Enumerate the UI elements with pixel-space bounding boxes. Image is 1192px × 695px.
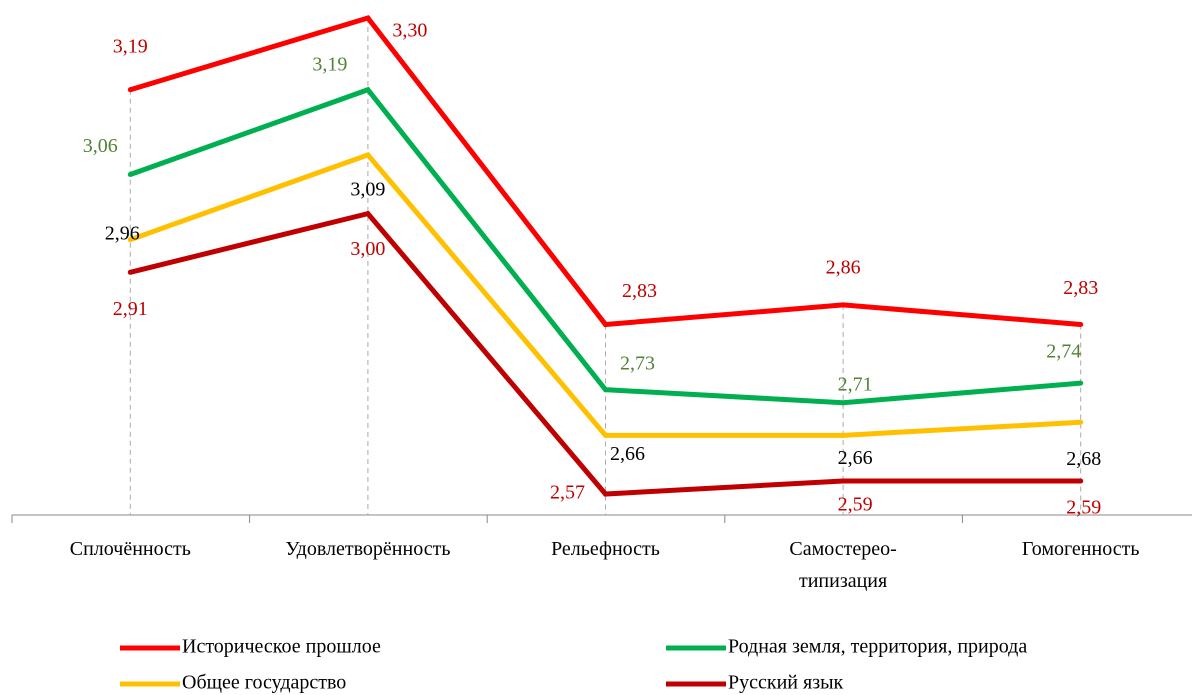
point bbox=[840, 400, 846, 406]
data-label: 2,83 bbox=[622, 280, 657, 302]
point bbox=[365, 152, 371, 158]
data-label: 3,09 bbox=[350, 179, 385, 201]
data-label: 2,73 bbox=[620, 352, 655, 374]
data-label: 2,86 bbox=[826, 256, 861, 278]
point bbox=[1078, 419, 1084, 425]
point bbox=[840, 302, 846, 308]
legend-label: Родная земля, территория, природа bbox=[728, 636, 1027, 658]
data-label: 2,66 bbox=[838, 447, 873, 469]
point bbox=[127, 171, 133, 177]
point bbox=[127, 87, 133, 93]
data-label: 2,57 bbox=[550, 482, 585, 504]
point bbox=[127, 237, 133, 243]
data-label: 2,59 bbox=[1066, 497, 1101, 519]
data-label: 2,83 bbox=[1063, 277, 1098, 299]
point bbox=[603, 321, 608, 327]
point bbox=[365, 87, 371, 93]
point bbox=[1078, 321, 1084, 327]
data-label: 2,68 bbox=[1066, 448, 1101, 470]
line bbox=[129, 15, 1081, 328]
data-label: 3,30 bbox=[392, 20, 427, 42]
data-label: 2,71 bbox=[838, 373, 873, 395]
data-label: 3,19 bbox=[113, 35, 148, 57]
point bbox=[365, 211, 371, 217]
x-tick-label: Самостерео- типизация bbox=[789, 538, 897, 592]
point bbox=[603, 387, 608, 393]
data-label: 2,96 bbox=[105, 222, 140, 244]
data-label: 3,19 bbox=[312, 53, 347, 75]
x-tick-label: Рельефность bbox=[551, 538, 660, 560]
x-tick-label: Сплочённость bbox=[69, 538, 191, 560]
point bbox=[365, 15, 371, 21]
legend-label: Русский язык bbox=[728, 672, 844, 694]
data-label: 2,91 bbox=[113, 298, 148, 320]
legend-label: Общее государство bbox=[182, 672, 346, 694]
data-label: 2,74 bbox=[1046, 341, 1081, 363]
point bbox=[603, 491, 608, 497]
data-label: 3,00 bbox=[350, 238, 385, 260]
data-label: 2,66 bbox=[610, 443, 645, 465]
legend-label: Историческое прошлое bbox=[182, 636, 381, 658]
point bbox=[1078, 380, 1084, 386]
point bbox=[127, 269, 133, 275]
point bbox=[840, 478, 846, 484]
x-tick-label: Гомогенность bbox=[1021, 538, 1140, 560]
point bbox=[1078, 478, 1084, 484]
x-tick-label: Удовлетворённость bbox=[285, 538, 451, 560]
point bbox=[603, 432, 608, 438]
point bbox=[840, 432, 846, 438]
data-label: 2,59 bbox=[838, 494, 873, 516]
data-label: 3,06 bbox=[83, 135, 118, 157]
